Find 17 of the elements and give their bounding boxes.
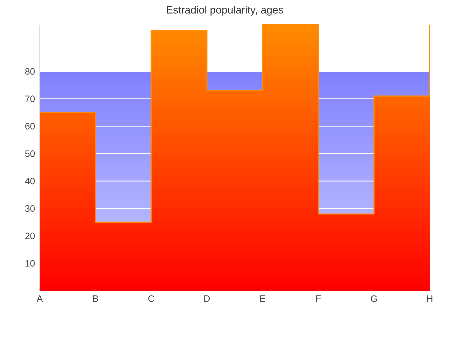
y-tick-label: 50	[25, 150, 35, 158]
x-tick-label: A	[36, 296, 44, 302]
y-tick-label: 10	[26, 260, 35, 267]
y-tick-label: 60	[26, 123, 35, 130]
y-tick-label: 20	[26, 232, 35, 240]
x-tick-label: F	[316, 296, 322, 302]
y-tick-label: 70	[26, 96, 35, 102]
y-tick-label: 80	[25, 68, 35, 75]
x-tick-label: H	[427, 296, 433, 302]
y-tick-label: 30	[25, 205, 35, 212]
x-tick-label: E	[260, 296, 266, 302]
x-tick-label: C	[148, 296, 154, 302]
chart-title: Estradiol popularity, ages	[167, 6, 284, 16]
y-tick-label: 40	[25, 178, 35, 185]
x-tick-label: G	[371, 296, 378, 302]
x-tick-label: B	[93, 296, 98, 302]
x-tick-label: D	[204, 296, 210, 302]
